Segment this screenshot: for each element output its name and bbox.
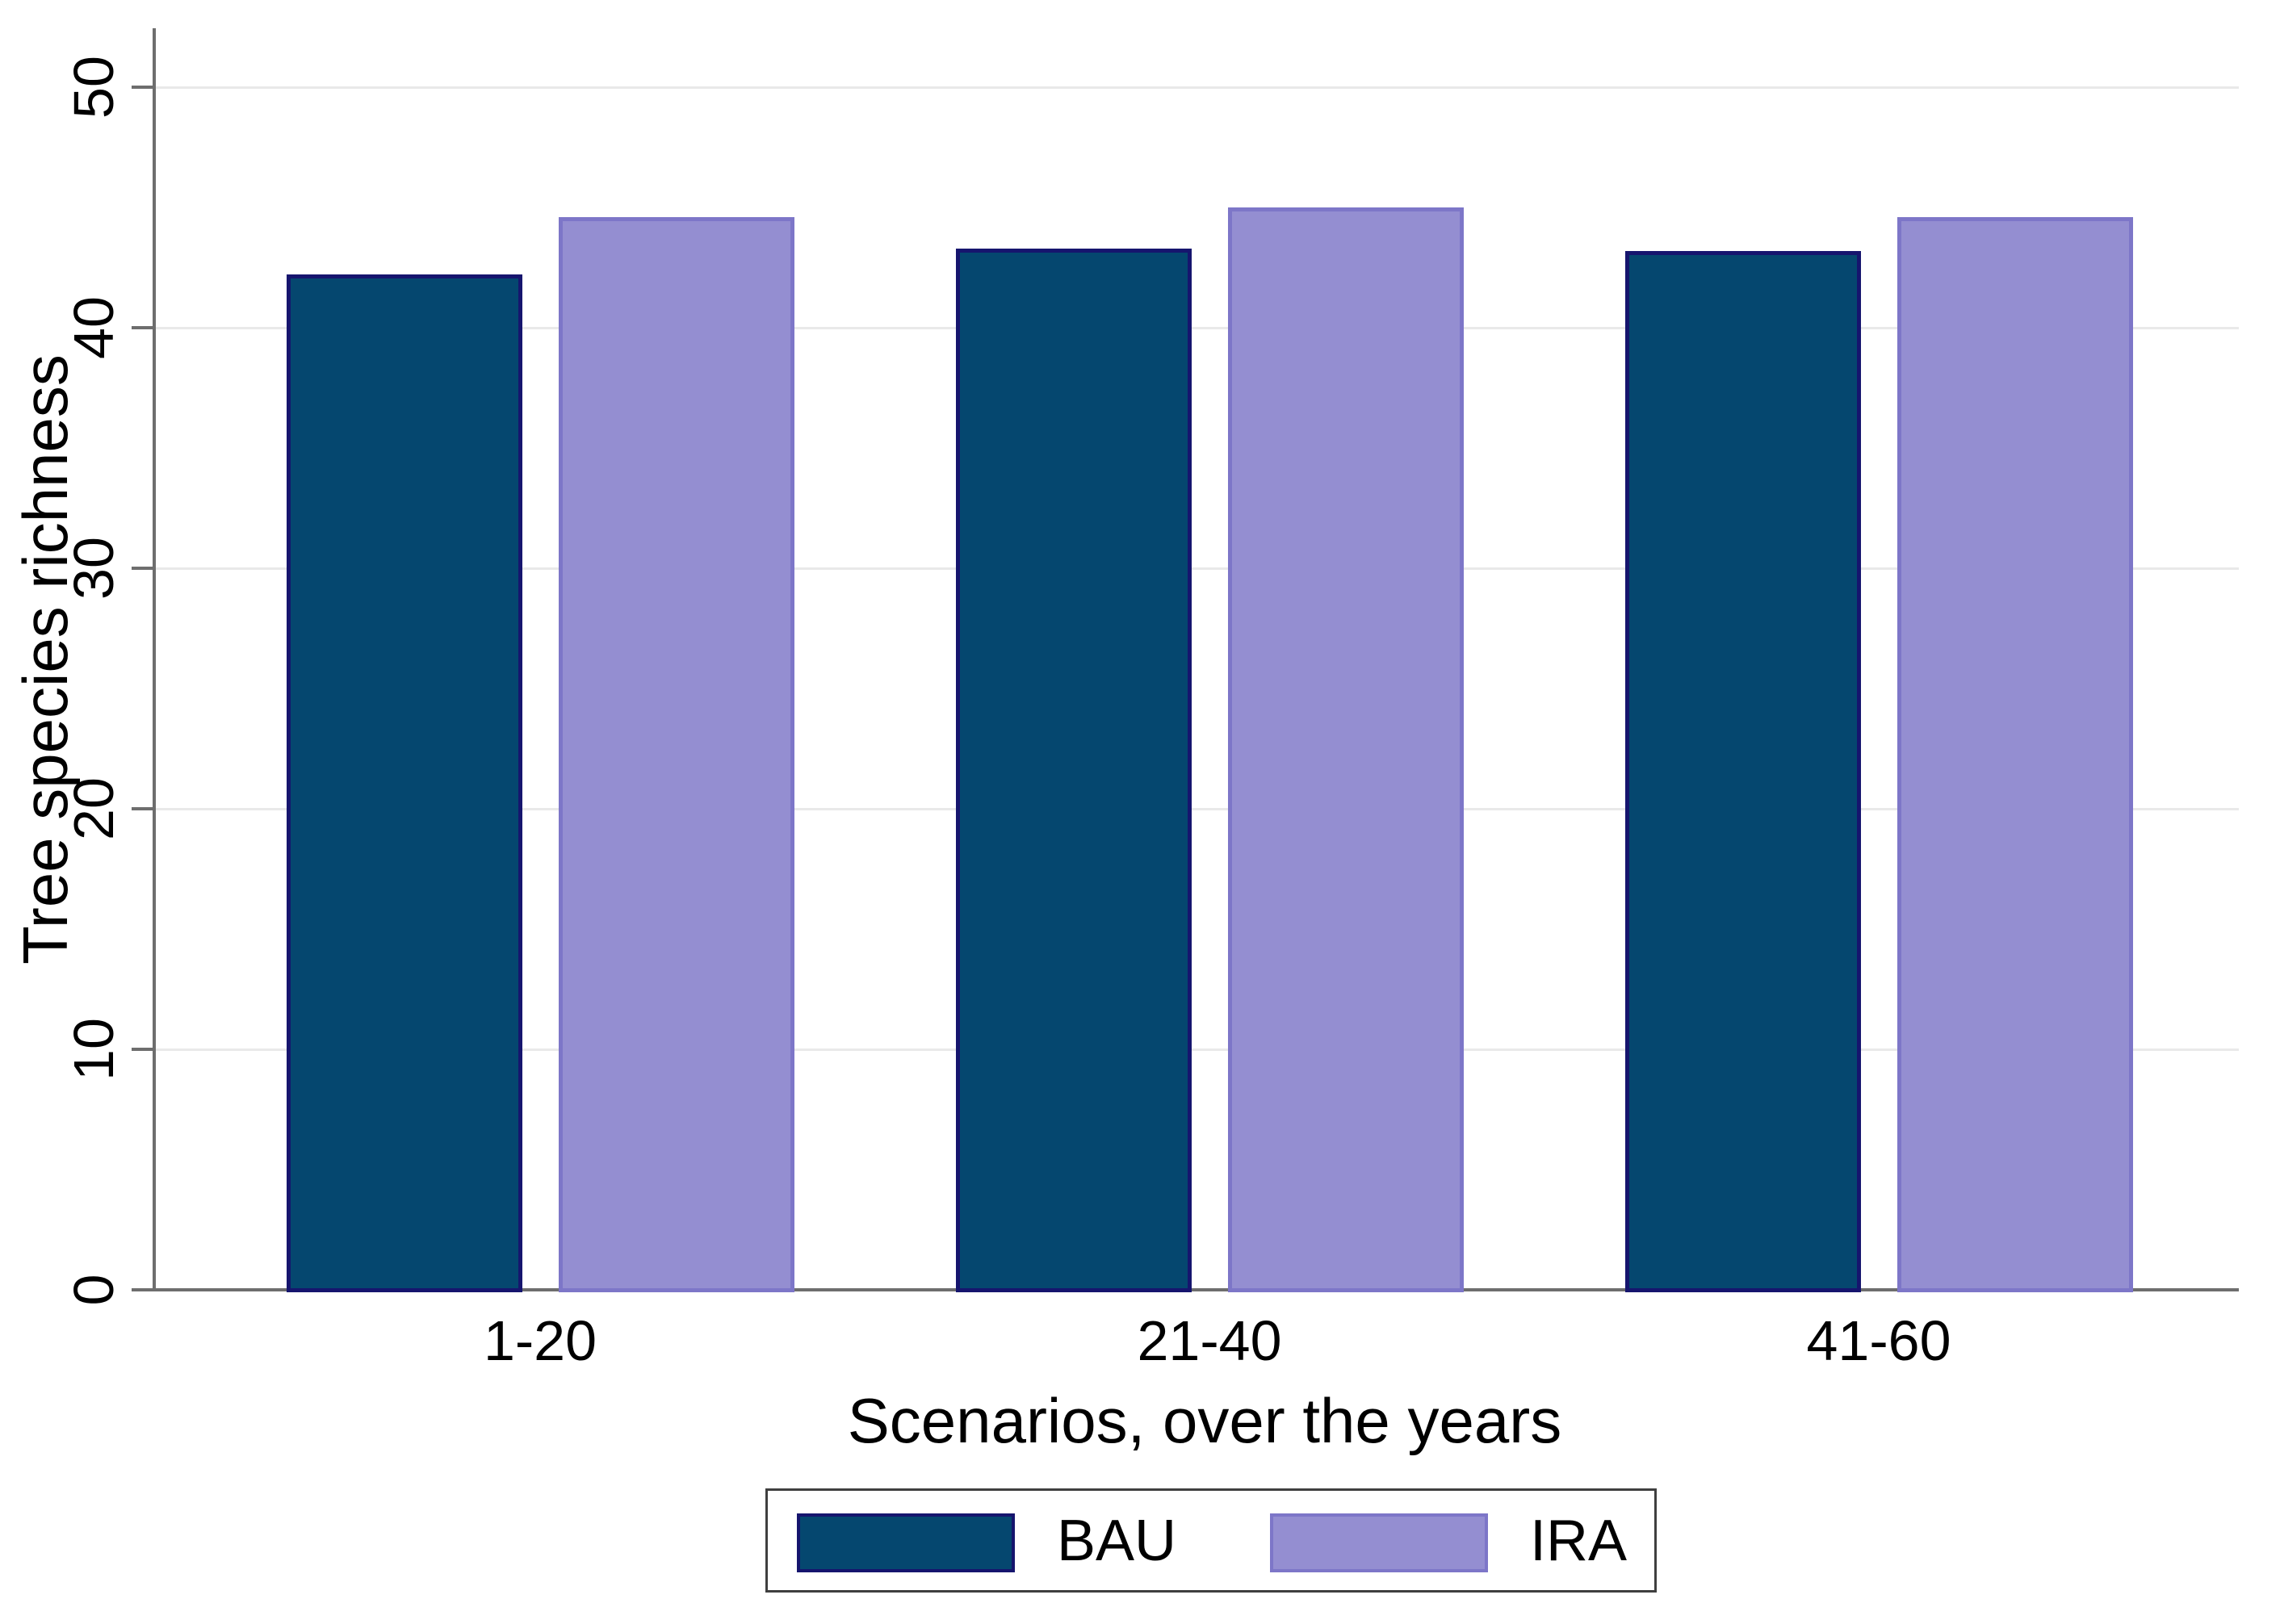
y-tick-label-50: 50	[62, 56, 125, 119]
bar-ira-1-20	[558, 216, 794, 1292]
legend-label-ira: IRA	[1530, 1508, 1628, 1573]
legend-swatch-ira	[1270, 1513, 1488, 1572]
bar-ira-41-60	[1897, 216, 2133, 1292]
y-tick-label-10: 10	[62, 1018, 125, 1081]
legend: BAU IRA	[765, 1488, 1657, 1593]
gridline-y-10	[156, 1048, 2239, 1051]
y-tick-10	[132, 1048, 153, 1051]
bar-bau-1-20	[286, 274, 522, 1292]
y-tick-20	[132, 807, 153, 810]
legend-swatch-bau	[797, 1513, 1015, 1572]
y-tick-label-40: 40	[62, 296, 125, 359]
y-tick-0	[132, 1288, 153, 1291]
bar-bau-41-60	[1624, 250, 1861, 1292]
x-category-label-21-40: 21-40	[1137, 1309, 1282, 1372]
x-category-label-1-20: 1-20	[483, 1309, 597, 1372]
x-axis-line	[153, 1288, 2239, 1291]
gridline-y-40	[156, 327, 2239, 329]
gridline-y-20	[156, 808, 2239, 810]
x-category-label-41-60: 41-60	[1806, 1309, 1951, 1372]
y-axis-line	[153, 28, 156, 1291]
gridline-y-50	[156, 86, 2239, 89]
y-tick-30	[132, 567, 153, 570]
legend-label-bau: BAU	[1057, 1508, 1177, 1573]
bar-ira-21-40	[1227, 207, 1464, 1292]
y-tick-40	[132, 326, 153, 329]
y-axis-title: Tree species richness	[10, 354, 81, 965]
bar-bau-21-40	[955, 248, 1192, 1292]
y-tick-label-0: 0	[62, 1274, 125, 1306]
x-axis-title: Scenarios, over the years	[847, 1385, 1562, 1456]
y-tick-50	[132, 86, 153, 89]
gridline-y-30	[156, 567, 2239, 570]
